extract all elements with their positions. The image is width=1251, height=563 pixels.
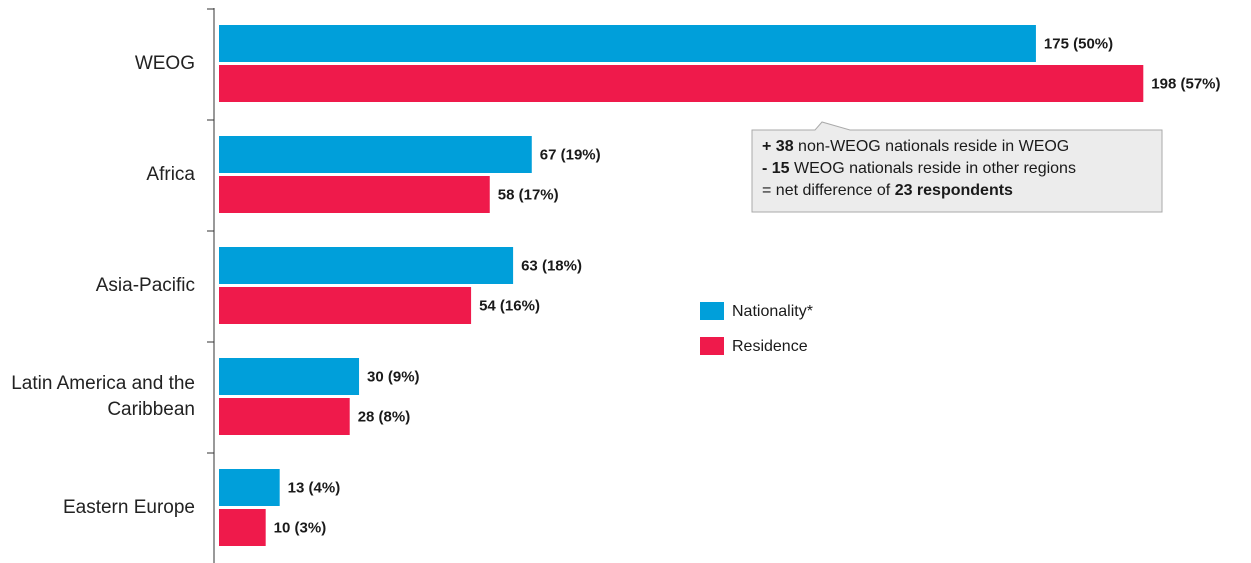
bar bbox=[219, 358, 360, 395]
value-label: 198 (57%) bbox=[1151, 75, 1220, 92]
category-label: Eastern Europe bbox=[62, 496, 195, 518]
legend-swatch bbox=[700, 302, 724, 320]
value-label: 13 (4%) bbox=[288, 479, 341, 496]
bar bbox=[219, 25, 1036, 62]
bar bbox=[219, 65, 1144, 102]
annotation-text: non-WEOG nationals reside in WEOG bbox=[793, 138, 1070, 155]
category-label: WEOG bbox=[134, 52, 195, 74]
value-label: 30 (9%) bbox=[367, 368, 420, 385]
value-label: 58 (17%) bbox=[498, 186, 559, 203]
bar bbox=[219, 176, 490, 213]
value-label: 28 (8%) bbox=[358, 408, 411, 425]
value-label: 10 (3%) bbox=[274, 519, 327, 536]
bar bbox=[219, 247, 514, 284]
value-label: 63 (18%) bbox=[521, 257, 582, 274]
bar bbox=[219, 398, 350, 435]
category-label: Latin America and the Caribbean bbox=[11, 372, 195, 420]
bar bbox=[219, 136, 532, 173]
annotation-text: = net difference of bbox=[762, 182, 895, 199]
value-label: 67 (19%) bbox=[540, 146, 601, 163]
legend-label: Nationality* bbox=[732, 303, 813, 320]
annotation-text: - 15 bbox=[762, 160, 790, 177]
legend-label: Residence bbox=[732, 338, 808, 355]
annotation-text: WEOG nationals reside in other regions bbox=[789, 160, 1076, 177]
bar bbox=[219, 509, 266, 546]
value-label: 175 (50%) bbox=[1044, 35, 1113, 52]
category-label: Africa bbox=[146, 163, 195, 185]
annotation-line: - 15 WEOG nationals reside in other regi… bbox=[762, 158, 1076, 180]
annotation-text: 23 respondents bbox=[894, 182, 1013, 199]
category-label: Asia-Pacific bbox=[95, 274, 195, 296]
annotation: + 38 non-WEOG nationals reside in WEOG - … bbox=[762, 136, 1076, 202]
bar bbox=[219, 287, 472, 324]
bar bbox=[219, 469, 280, 506]
annotation-text: + 38 bbox=[762, 138, 794, 155]
annotation-box bbox=[751, 121, 1163, 213]
annotation-line: = net difference of 23 respondents bbox=[762, 180, 1076, 202]
annotation-line: + 38 non-WEOG nationals reside in WEOG bbox=[762, 136, 1076, 158]
value-label: 54 (16%) bbox=[479, 297, 540, 314]
legend-swatch bbox=[700, 337, 724, 355]
